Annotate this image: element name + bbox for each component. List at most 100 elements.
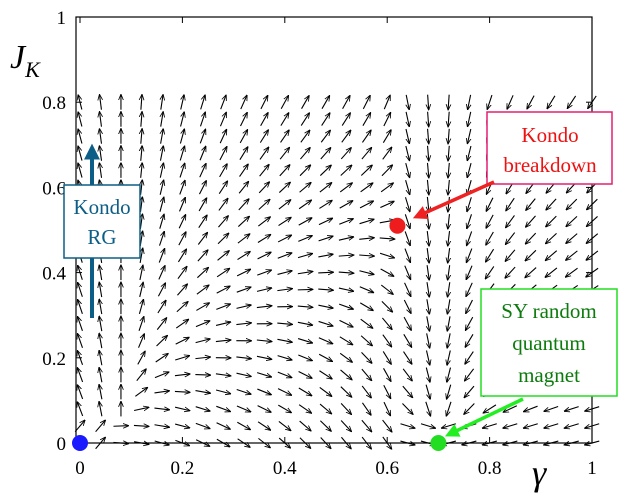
flow-arrow-265 xyxy=(177,267,187,279)
flow-arrow-423 xyxy=(219,164,228,178)
flow-arrow-419 xyxy=(141,163,143,178)
flow-arrow-138 xyxy=(236,357,251,359)
flow-arrow-16 xyxy=(400,440,415,445)
flow-arrow-249 xyxy=(380,284,393,294)
flow-arrow-324 xyxy=(318,236,333,242)
flow-arrow-507 xyxy=(341,113,350,126)
flow-arrow-248 xyxy=(359,286,374,293)
x-tick-label-2: 0.4 xyxy=(273,458,297,479)
flow-arrow-485 xyxy=(428,128,429,144)
flow-arrow-46 xyxy=(482,423,497,428)
flow-arrow-144 xyxy=(361,352,372,363)
flow-arrow-29 xyxy=(133,425,149,426)
flow-arrow-189 xyxy=(215,322,231,327)
flow-arrow-356 xyxy=(448,213,450,229)
flow-arrow-264 xyxy=(158,266,165,280)
flow-arrow-174 xyxy=(447,333,450,348)
flow-arrow-216 xyxy=(236,305,252,309)
flow-arrow-453 xyxy=(300,148,310,160)
flow-arrow-146 xyxy=(403,351,411,364)
flow-arrow-208 xyxy=(78,300,83,314)
flow-arrow-275 xyxy=(380,268,394,276)
flow-arrow-495 xyxy=(99,112,101,127)
flow-arrow-105 xyxy=(99,367,102,383)
kondo-rg-box xyxy=(63,184,141,259)
flow-arrow-387 xyxy=(546,198,557,210)
flow-arrow-278 xyxy=(448,265,450,280)
flow-arrow-350 xyxy=(318,218,333,226)
flow-arrow-142 xyxy=(318,353,332,361)
flow-arrow-295 xyxy=(257,252,271,260)
flow-arrow-449 xyxy=(219,147,227,161)
flow-arrow-22 xyxy=(523,440,538,445)
flow-arrow-476 xyxy=(239,130,247,144)
kondo-rg-label-line2: RG xyxy=(87,225,116,249)
flow-arrow-337 xyxy=(586,233,599,244)
flow-arrow-402 xyxy=(319,183,332,193)
flow-arrow-78 xyxy=(77,385,84,400)
flow-arrow-157 xyxy=(99,333,102,349)
flow-arrow-450 xyxy=(239,147,248,160)
flow-arrow-325 xyxy=(338,237,354,241)
sy-magnet-label-line1: SY random xyxy=(501,299,596,323)
flow-arrow-36 xyxy=(278,420,291,430)
flow-arrow-535 xyxy=(383,95,390,110)
flow-arrow-359 xyxy=(506,215,515,227)
flow-arrow-225 xyxy=(427,299,429,314)
flow-arrow-25 xyxy=(585,440,600,445)
flow-arrow-404 xyxy=(360,183,373,193)
flow-arrow-380 xyxy=(404,197,409,211)
flow-arrow-500 xyxy=(199,112,205,127)
flow-arrow-67 xyxy=(383,401,390,416)
flow-arrow-175 xyxy=(465,334,474,347)
flow-arrow-523 xyxy=(141,95,142,110)
flow-arrow-332 xyxy=(486,231,494,245)
flow-arrow-274 xyxy=(359,270,374,275)
flow-arrow-74 xyxy=(524,405,538,411)
flow-arrow-520 xyxy=(78,95,83,110)
flow-arrow-161 xyxy=(175,337,189,345)
flow-arrow-120 xyxy=(402,368,412,381)
flow-arrow-300 xyxy=(359,255,374,256)
flow-arrow-57 xyxy=(174,406,190,410)
flow-arrow-33 xyxy=(216,422,231,429)
flow-arrow-277 xyxy=(427,265,429,280)
flow-arrow-110 xyxy=(195,375,210,376)
flow-arrow-58 xyxy=(195,406,210,411)
flow-arrow-227 xyxy=(466,299,473,313)
flow-arrow-69 xyxy=(425,401,431,416)
flow-arrow-156 xyxy=(78,334,84,349)
flow-arrow-541 xyxy=(507,95,514,109)
x-tick-label-5: 1 xyxy=(587,458,597,479)
flow-arrow-306 xyxy=(486,248,495,262)
flow-arrow-116 xyxy=(319,370,332,379)
flow-arrow-327 xyxy=(379,238,395,239)
flow-arrow-382 xyxy=(448,196,450,212)
flow-arrow-416 xyxy=(78,163,83,178)
x-tick-label-4: 0.8 xyxy=(478,458,502,479)
flow-arrow-407 xyxy=(427,179,428,195)
flow-arrow-143 xyxy=(339,352,352,362)
y-axis-label-main: J xyxy=(10,39,27,76)
flow-arrow-95 xyxy=(425,384,430,399)
flow-arrow-43 xyxy=(420,423,435,428)
flow-arrow-401 xyxy=(299,183,311,193)
flow-arrow-118 xyxy=(361,368,372,380)
flow-arrow-173 xyxy=(427,333,430,348)
flow-arrow-149 xyxy=(465,351,474,364)
flow-arrow-396 xyxy=(198,181,206,195)
flow-arrow-398 xyxy=(238,182,248,194)
flow-arrow-160 xyxy=(156,336,168,347)
flow-arrow-186 xyxy=(156,318,166,330)
flow-arrow-301 xyxy=(379,252,394,258)
flow-arrow-477 xyxy=(259,130,268,143)
flow-arrow-30 xyxy=(154,425,170,427)
flow-arrow-385 xyxy=(506,197,515,210)
flow-arrow-242 xyxy=(236,287,251,293)
flow-arrow-481 xyxy=(341,130,351,143)
flow-arrow-542 xyxy=(527,95,535,109)
flow-arrow-223 xyxy=(381,301,393,312)
flow-arrow-434 xyxy=(448,162,449,178)
flow-arrow-21 xyxy=(503,440,518,445)
flow-arrow-317 xyxy=(178,232,186,246)
